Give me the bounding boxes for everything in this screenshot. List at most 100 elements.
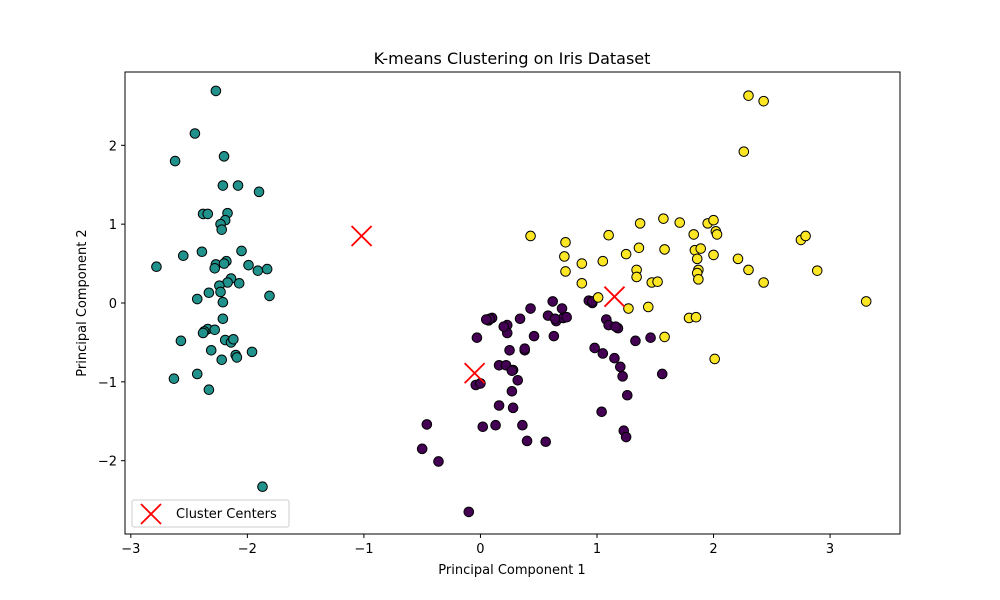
data-point xyxy=(658,213,669,224)
data-point xyxy=(490,419,501,431)
data-point xyxy=(480,314,492,325)
data-point xyxy=(597,255,609,267)
data-point xyxy=(576,258,588,269)
x-tick-label: 0 xyxy=(476,542,484,557)
data-point xyxy=(620,431,632,443)
cluster-center-marker xyxy=(463,362,486,384)
y-tick-label: 2 xyxy=(109,139,117,154)
data-point xyxy=(196,246,208,258)
data-point xyxy=(547,296,559,307)
data-point xyxy=(218,151,230,162)
data-point xyxy=(560,266,571,277)
data-point xyxy=(561,311,572,323)
data-point xyxy=(233,277,245,289)
data-point xyxy=(205,345,217,356)
x-tick-label: −1 xyxy=(354,542,373,557)
data-point xyxy=(203,384,215,396)
data-point xyxy=(560,236,571,248)
data-point xyxy=(758,277,769,288)
x-tick-label: 3 xyxy=(826,542,834,557)
data-point xyxy=(477,421,489,433)
data-point xyxy=(659,244,670,255)
data-point xyxy=(659,331,670,343)
data-point xyxy=(634,218,646,229)
data-point xyxy=(493,400,505,411)
data-point xyxy=(617,371,628,382)
data-point xyxy=(525,303,536,314)
data-point xyxy=(642,301,654,313)
y-tick-label: 1 xyxy=(109,218,117,233)
y-tick-label: −1 xyxy=(98,376,117,391)
chart-title: K-means Clustering on Iris Dataset xyxy=(374,49,651,68)
cluster-center-stroke xyxy=(603,286,626,308)
data-point xyxy=(656,368,668,380)
x-axis-label: Principal Component 1 xyxy=(438,563,585,578)
data-point xyxy=(800,230,811,242)
data-point xyxy=(708,214,719,226)
legend-label: Cluster Centers xyxy=(176,507,277,522)
data-point xyxy=(596,406,607,418)
data-point xyxy=(609,352,620,364)
data-point xyxy=(603,229,614,241)
data-point xyxy=(743,264,754,276)
data-point xyxy=(175,335,187,347)
x-tick-label: −3 xyxy=(121,542,140,557)
data-point xyxy=(416,443,428,455)
data-point xyxy=(252,265,264,276)
data-point xyxy=(521,435,533,447)
data-point xyxy=(695,243,707,254)
data-point xyxy=(216,224,228,235)
data-point xyxy=(708,249,719,261)
data-point xyxy=(525,230,536,242)
data-point xyxy=(589,342,600,354)
data-point xyxy=(507,402,519,414)
data-point xyxy=(540,436,552,448)
data-point xyxy=(738,146,750,157)
data-point xyxy=(191,368,203,380)
data-point xyxy=(690,311,702,323)
data-point xyxy=(243,259,254,271)
data-point xyxy=(168,373,180,384)
cluster-center-stroke xyxy=(463,362,486,384)
data-point xyxy=(743,90,754,101)
cluster-center-stroke xyxy=(350,225,373,247)
data-point xyxy=(498,321,510,332)
data-point xyxy=(218,258,230,269)
scatter-points xyxy=(151,85,872,518)
data-point xyxy=(232,180,244,191)
data-point xyxy=(217,296,229,308)
data-point xyxy=(261,263,273,275)
y-tick-label: 0 xyxy=(109,297,117,312)
data-point xyxy=(621,389,633,401)
data-point xyxy=(811,265,823,276)
data-point xyxy=(151,261,162,273)
data-point xyxy=(209,263,221,274)
data-point xyxy=(217,313,229,325)
cluster-centers xyxy=(350,225,626,384)
data-point xyxy=(623,303,634,314)
data-point xyxy=(217,180,229,191)
data-point xyxy=(504,345,515,356)
data-point xyxy=(463,506,475,518)
data-point xyxy=(177,250,189,261)
data-point xyxy=(203,287,215,299)
x-tick-label: 1 xyxy=(593,542,601,557)
data-point xyxy=(191,293,203,305)
data-point xyxy=(559,251,570,262)
legend-marker-x-icon xyxy=(140,503,162,525)
data-point xyxy=(209,324,221,336)
data-point xyxy=(633,242,645,254)
data-point xyxy=(652,276,663,288)
legend-marker-symbol xyxy=(140,503,162,525)
data-point xyxy=(620,248,632,260)
legend-box xyxy=(131,499,290,528)
data-point xyxy=(514,313,526,325)
cluster-center-marker xyxy=(603,286,626,308)
data-point xyxy=(597,348,609,359)
data-point xyxy=(556,303,568,314)
data-point xyxy=(549,313,561,325)
data-point xyxy=(512,374,524,386)
data-point xyxy=(231,352,243,363)
data-point xyxy=(433,456,444,467)
data-point xyxy=(421,419,433,430)
